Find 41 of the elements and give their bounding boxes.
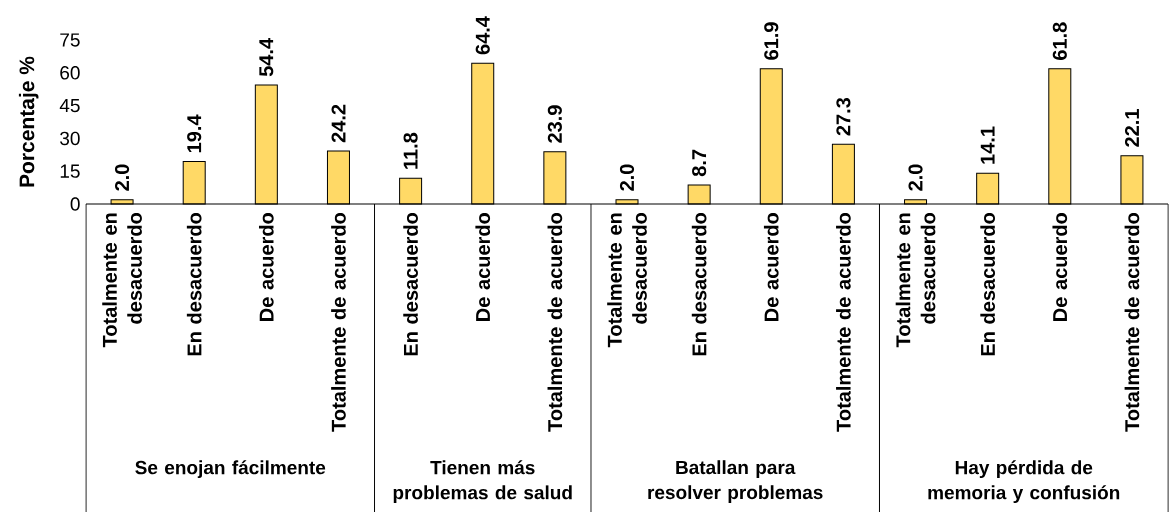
x-tick-label: Totalmente de acuerdo [1124,213,1140,432]
text: Se enojan fácilmente [135,460,326,479]
data-label: 61.8 [1052,22,1067,60]
x-tick-label: De acuerdo [763,213,779,321]
x-tick-label: Totalmente en desacuerdo [895,213,936,348]
data-label: 2.0 [908,164,923,191]
data-label: 2.0 [619,164,635,191]
x-tick-label: En desacuerdo [691,213,707,356]
data-label: 11.8 [403,132,418,169]
x-tick-label: De acuerdo [1052,213,1068,321]
y-tick-label: 75 [60,33,80,47]
y-tick-label: 15 [60,164,80,178]
text: Batallan para resolver problemas [648,460,823,503]
data-label: 2.0 [114,164,130,191]
y-tick-label: 45 [59,98,80,113]
data-label: 14.1 [980,126,995,164]
x-tick-label: Totalmente de acuerdo [836,213,851,432]
x-tick-label: De acuerdo [475,213,491,321]
y-tick-label: 30 [60,131,80,146]
y-axis-title: Porcentaje % [18,56,39,187]
data-label: 24.2 [331,104,346,143]
data-label: 8.7 [692,149,707,177]
x-tick-label: De acuerdo [258,213,274,321]
data-label: 27.3 [836,97,851,136]
y-tick-label: 0 [70,197,80,211]
data-label: 54.4 [259,38,274,77]
text: Tienen más problemas de salud [393,460,572,504]
data-label: 19.4 [187,114,202,153]
data-label: 64.4 [475,16,490,55]
x-tick-label: Totalmente de acuerdo [547,213,563,432]
data-label: 22.1 [1124,109,1139,147]
x-tick-label: En desacuerdo [403,213,418,356]
data-label: 61.9 [764,22,779,60]
text: Hay pérdida de memoria y confusión [928,460,1120,504]
x-tick-label: Totalmente en desacuerdo [102,213,142,348]
data-label: 23.9 [547,105,562,143]
x-tick-label: Totalmente de acuerdo [331,213,346,432]
x-tick-label: En desacuerdo [186,213,202,356]
x-tick-label: Totalmente en desacuerdo [607,213,647,348]
y-tick-label: 60 [60,66,80,80]
x-tick-label: En desacuerdo [980,213,995,356]
